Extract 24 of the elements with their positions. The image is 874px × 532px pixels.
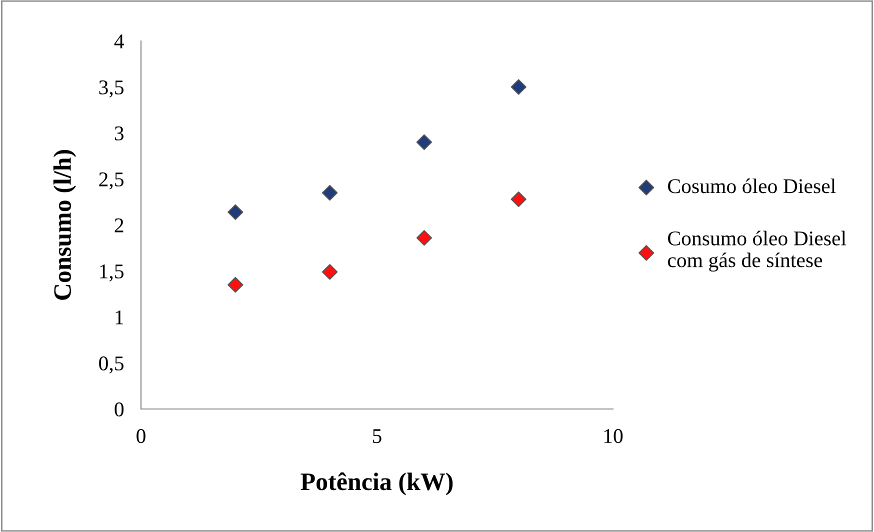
y-tick-label: 3 bbox=[114, 126, 124, 140]
y-tick-label: 0,5 bbox=[99, 356, 124, 374]
point bbox=[322, 184, 338, 201]
y-tick-label: 0 bbox=[114, 402, 124, 416]
y-tick-label: 2,5 bbox=[99, 172, 124, 190]
point bbox=[322, 264, 338, 280]
x-tick-label: 5 bbox=[373, 429, 382, 444]
legend-label: Cosumo óleo Diesel bbox=[668, 178, 836, 194]
y-tick-label: 3,5 bbox=[99, 80, 124, 98]
x-tick-label: 10 bbox=[604, 429, 623, 444]
legend-label: Consumo óleo Diesel com gás de síntese bbox=[668, 230, 846, 272]
point bbox=[510, 79, 526, 95]
point bbox=[416, 230, 432, 246]
y-axis-title: Consumo (l/h) bbox=[53, 150, 76, 300]
y-tick-label: 1 bbox=[116, 310, 124, 324]
point bbox=[510, 191, 526, 208]
x-axis-title: Potência (kW) bbox=[300, 472, 453, 496]
point bbox=[416, 134, 432, 150]
y-tick-label: 1,5 bbox=[100, 264, 124, 282]
x-tick-label: 0 bbox=[136, 429, 146, 444]
point bbox=[228, 276, 244, 293]
y-tick-label: 4 bbox=[114, 34, 124, 48]
point bbox=[228, 204, 244, 220]
y-tick-label: 2 bbox=[114, 218, 124, 232]
